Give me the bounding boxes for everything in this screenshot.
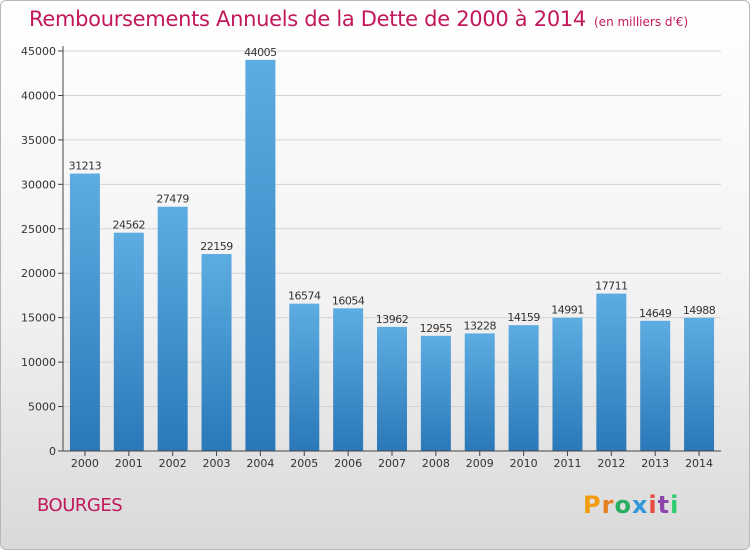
data-label: 13962 — [376, 313, 409, 326]
logo-letter: t — [657, 491, 671, 519]
logo-letter: r — [601, 491, 615, 519]
logo-letter: i — [648, 491, 658, 519]
data-label: 31213 — [69, 160, 102, 173]
bar-2000 — [69, 173, 100, 451]
y-tick-label: 20000 — [21, 267, 56, 280]
data-label: 12955 — [420, 322, 453, 335]
x-tick-label: 2001 — [115, 457, 143, 470]
x-tick-label: 2008 — [422, 457, 450, 470]
y-tick-label: 0 — [49, 445, 56, 458]
bar-2003 — [201, 254, 232, 451]
x-tick-label: 2012 — [597, 457, 625, 470]
x-tick-label: 2004 — [246, 457, 274, 470]
bar-2011 — [552, 317, 583, 451]
bar-2008 — [420, 335, 451, 451]
x-tick-label: 2009 — [466, 457, 494, 470]
x-tick-label: 2013 — [641, 457, 669, 470]
data-label: 16574 — [288, 290, 321, 303]
y-tick-label: 40000 — [21, 89, 56, 102]
x-tick-label: 2014 — [685, 457, 713, 470]
logo-letter: o — [614, 491, 632, 519]
data-label: 13228 — [463, 319, 496, 332]
logo-letter: P — [583, 491, 602, 519]
bar-2007 — [377, 326, 407, 451]
bar-2014 — [684, 317, 715, 451]
bar-2005 — [289, 303, 320, 451]
data-label: 14649 — [639, 307, 672, 320]
data-label: 17711 — [595, 280, 628, 293]
y-tick-label: 25000 — [21, 223, 56, 236]
bar-2009 — [464, 333, 495, 451]
logo-letter: x — [631, 491, 649, 519]
bar-2006 — [333, 308, 364, 451]
y-tick-label: 35000 — [21, 134, 56, 147]
bar-2004 — [245, 59, 276, 451]
data-label: 44005 — [244, 46, 277, 59]
bar-2012 — [596, 293, 627, 451]
chart-title-block: Remboursements Annuels de la Dette de 20… — [29, 7, 688, 31]
y-tick-label: 15000 — [21, 312, 56, 325]
x-tick-label: 2011 — [553, 457, 581, 470]
bar-2001 — [113, 232, 144, 451]
chart-subtitle: (en milliers d'€) — [594, 15, 689, 29]
x-tick-label: 2007 — [378, 457, 406, 470]
data-label: 24562 — [113, 219, 146, 232]
x-tick-label: 2006 — [334, 457, 362, 470]
logo-letter: i — [670, 491, 680, 519]
x-tick-label: 2010 — [510, 457, 538, 470]
data-label: 27479 — [156, 193, 189, 206]
x-tick-label: 2005 — [290, 457, 318, 470]
data-label: 22159 — [200, 240, 233, 253]
proxiti-logo: Proxiti — [583, 491, 679, 519]
y-tick-label: 45000 — [21, 45, 56, 58]
data-label: 14988 — [683, 304, 716, 317]
x-tick-label: 2003 — [203, 457, 231, 470]
x-tick-label: 2000 — [71, 457, 99, 470]
y-tick-label: 5000 — [28, 401, 56, 414]
y-tick-label: 10000 — [21, 356, 56, 369]
city-name: BOURGES — [37, 495, 123, 516]
x-tick-label: 2002 — [159, 457, 187, 470]
y-tick-label: 30000 — [21, 178, 56, 191]
chart-title: Remboursements Annuels de la Dette de 20… — [29, 7, 586, 31]
bar-2013 — [640, 320, 671, 451]
data-label: 16054 — [332, 294, 365, 307]
bar-2010 — [508, 325, 539, 451]
bar-2002 — [157, 206, 188, 451]
data-label: 14991 — [551, 304, 584, 317]
data-label: 14159 — [507, 311, 540, 324]
